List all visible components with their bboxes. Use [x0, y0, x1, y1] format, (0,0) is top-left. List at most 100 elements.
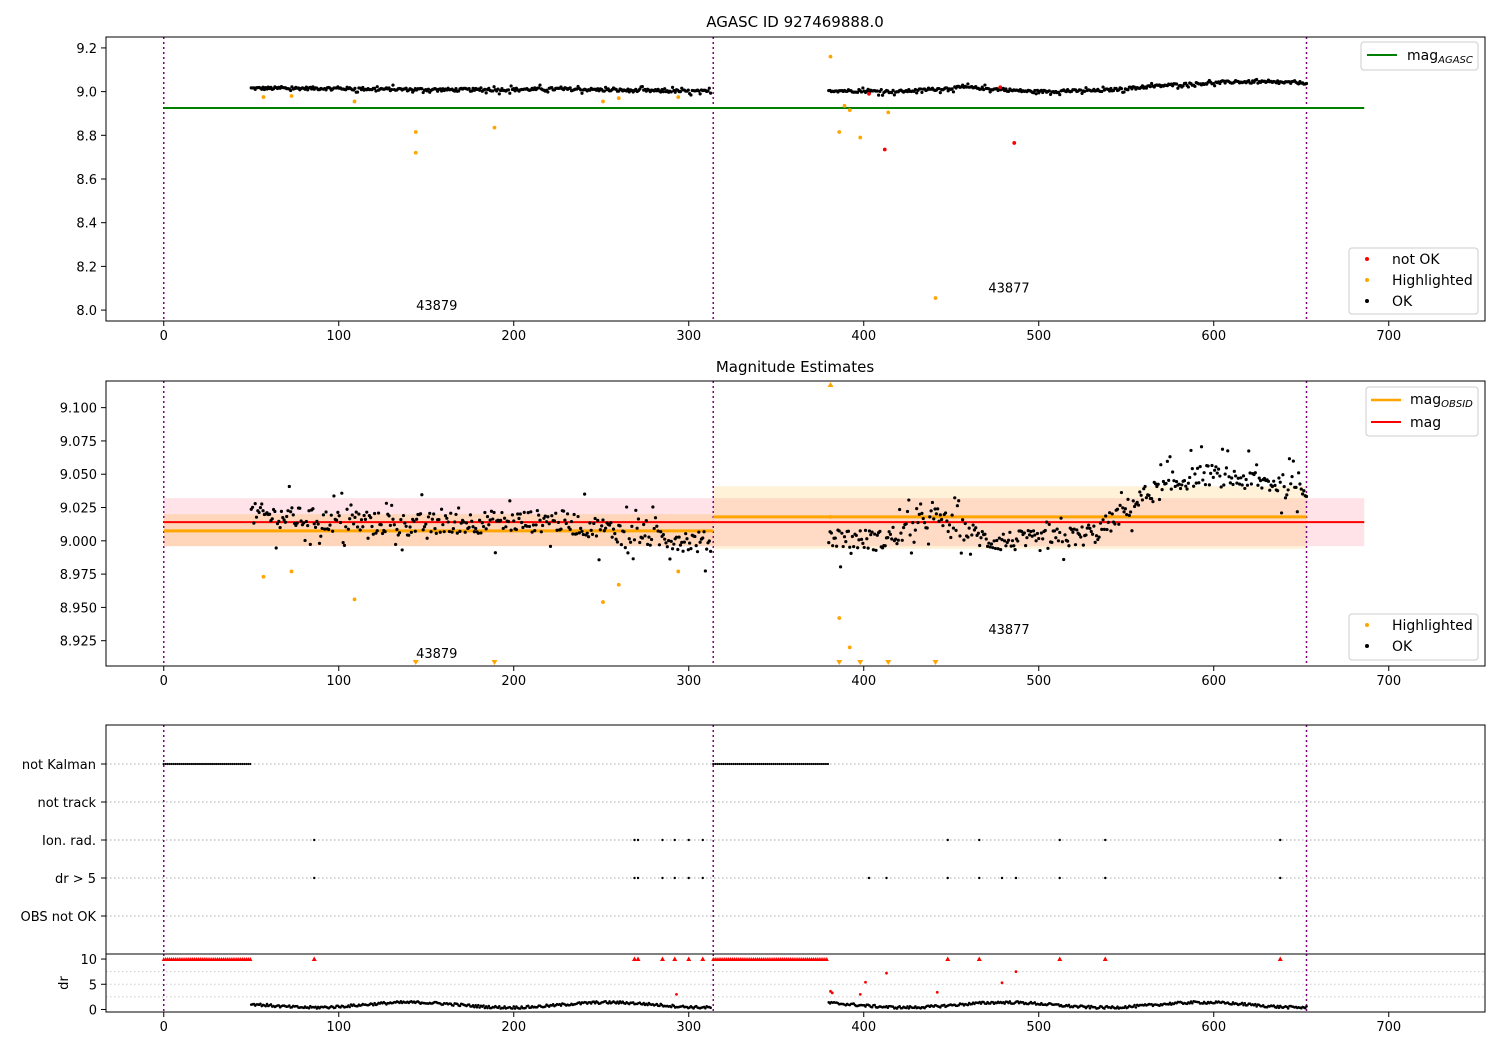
flag-point: [202, 762, 206, 766]
ok-point: [858, 529, 862, 533]
ok-point: [375, 85, 379, 89]
ok-point: [941, 524, 945, 528]
ok-point: [928, 515, 932, 519]
ok-point: [979, 536, 983, 540]
ok-point: [1299, 487, 1303, 491]
dr-clipped-marker: [672, 956, 678, 962]
ok-point: [922, 521, 927, 525]
magnitude-estimates-panel: 8.925 8.950 8.975 9.000 9.025 9.050 9.075 9.100…: [60, 380, 1486, 689]
ok-point: [1024, 543, 1028, 548]
dr-ok-point: [526, 1004, 530, 1008]
ok-point: [647, 535, 651, 539]
ok-point: [642, 522, 646, 527]
dr-ok-point: [471, 1003, 475, 1007]
flag-point: [802, 762, 805, 766]
flag-point: [885, 876, 888, 880]
ok-point: [1226, 449, 1230, 453]
dr-ok-point: [467, 1003, 471, 1006]
ok-point: [315, 519, 319, 523]
ok-point: [1190, 467, 1194, 471]
ok-point: [648, 543, 652, 547]
flag-point: [792, 762, 795, 766]
dr-not-ok-point: [858, 992, 862, 996]
flag-point: [764, 762, 767, 766]
ok-point: [387, 514, 391, 518]
ok-point: [971, 523, 975, 527]
ok-point: [669, 90, 673, 94]
dr-ok-point: [1240, 1001, 1244, 1005]
ok-point: [1256, 483, 1260, 487]
ok-point: [1206, 464, 1210, 468]
ok-point: [585, 531, 589, 535]
ok-point: [275, 522, 280, 526]
ok-point: [681, 549, 685, 553]
flag-point: [1058, 838, 1061, 842]
ok-point: [1185, 487, 1189, 491]
ok-point: [581, 532, 585, 537]
ok-point: [391, 83, 395, 87]
ok-point: [1213, 468, 1217, 472]
ok-point: [1165, 459, 1169, 463]
y-tick-label: 8.0: [76, 304, 97, 319]
ok-point: [1047, 89, 1051, 93]
ok-point: [610, 535, 614, 539]
dr-ok-point: [1003, 1002, 1006, 1005]
ok-point: [458, 529, 462, 534]
ok-point: [900, 538, 904, 542]
dr-ok-point: [372, 1003, 375, 1007]
flag-point: [166, 762, 169, 766]
ok-point: [655, 524, 659, 528]
ok-point: [1298, 482, 1302, 486]
dr-ok-point: [658, 1004, 661, 1008]
ok-point: [946, 529, 950, 534]
ok-point: [1172, 479, 1176, 483]
ok-point: [842, 535, 847, 539]
ok-point: [493, 551, 497, 555]
x-tick-label: 400: [851, 1020, 876, 1035]
highlighted-point: [847, 645, 852, 650]
ok-point: [576, 514, 580, 519]
ok-point: [909, 551, 914, 555]
ok-point: [491, 89, 495, 93]
ok-point: [304, 85, 308, 89]
flag-point: [227, 762, 230, 766]
flag-point: [1104, 876, 1107, 880]
ok-point: [422, 525, 427, 529]
ok-point: [492, 510, 496, 515]
ok-point: [983, 532, 987, 536]
flag-point: [633, 838, 636, 842]
flag-point: [313, 876, 316, 880]
ok-point: [838, 565, 843, 569]
ok-point: [428, 511, 432, 516]
ok-point: [332, 494, 336, 498]
ok-point: [835, 544, 839, 548]
ok-point: [982, 88, 986, 92]
y-tick-label: 8.8: [76, 129, 97, 144]
ok-point: [345, 507, 349, 511]
ok-point: [980, 85, 984, 89]
highlighted-point: [842, 103, 847, 108]
ok-point: [688, 541, 692, 545]
ok-point: [513, 89, 517, 93]
flag-point: [673, 876, 676, 880]
ok-point: [559, 527, 563, 531]
ok-point: [644, 519, 648, 523]
ok-point: [1056, 539, 1061, 543]
x-tick-label: 200: [501, 329, 526, 344]
dr-ok-point: [870, 1005, 874, 1009]
ok-point: [454, 512, 458, 517]
flag-point: [206, 762, 210, 766]
ok-point: [614, 537, 618, 541]
flag-point: [736, 762, 739, 766]
ok-point: [856, 546, 860, 550]
ok-point: [415, 517, 419, 521]
ok-point: [454, 87, 458, 91]
ok-point: [425, 536, 429, 540]
flag-point: [687, 876, 690, 880]
ok-point: [943, 511, 948, 515]
ok-point: [336, 510, 340, 514]
ok-point: [412, 519, 416, 523]
ok-point: [361, 85, 365, 90]
flag-point: [820, 762, 824, 766]
ok-point: [862, 545, 866, 550]
